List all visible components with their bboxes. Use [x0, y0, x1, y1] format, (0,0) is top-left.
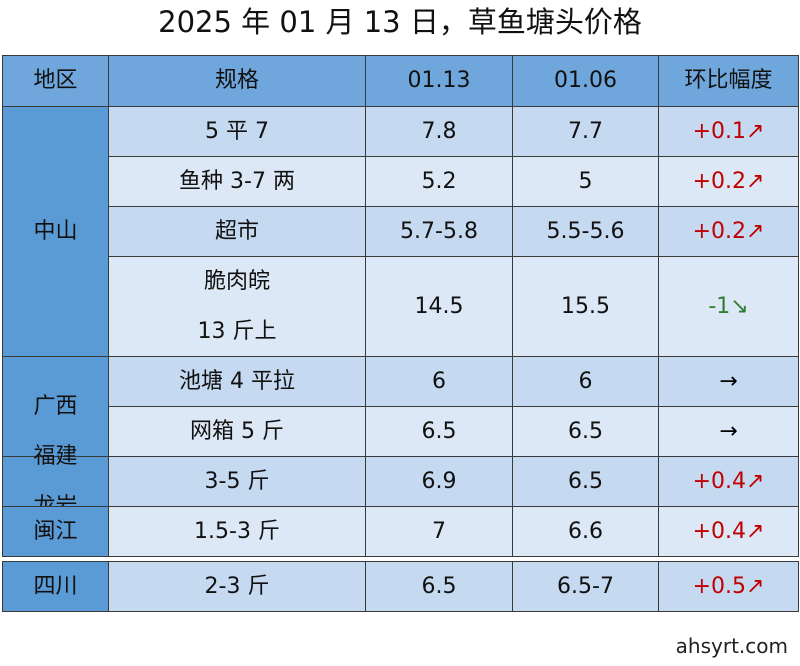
- spec-cell: 3-5 斤: [108, 456, 366, 507]
- price-cell: 6.5: [512, 406, 659, 457]
- cell-text: 6: [578, 368, 593, 394]
- price-cell: 5.7-5.8: [365, 206, 513, 257]
- change-cell: →: [658, 356, 799, 407]
- header-cell: 01.06: [512, 55, 659, 107]
- region-cell: 福建龙岩: [2, 444, 109, 519]
- header-cell: 地区: [2, 55, 109, 107]
- cell-text: 环比幅度: [684, 68, 773, 93]
- spec-cell: 1.5-3 斤: [108, 506, 366, 557]
- cell-text: 5.5-5.6: [546, 218, 625, 244]
- price-cell: 5.2: [365, 156, 513, 207]
- cell-text: →: [719, 368, 738, 394]
- cell-text: 6.5: [421, 418, 457, 444]
- spec-cell: 5 平 7: [108, 106, 366, 157]
- cell-text: 闽江: [33, 518, 78, 544]
- cell-text: -1↘: [708, 293, 749, 319]
- region-cell: 闽江: [2, 506, 109, 557]
- region-cell: 广西: [2, 356, 109, 457]
- change-cell: +0.4↗: [658, 456, 799, 507]
- cell-text: 5.7-5.8: [400, 218, 478, 244]
- cell-text: 01.06: [554, 68, 617, 93]
- price-cell: 6.5-7: [512, 561, 659, 612]
- change-cell: +0.4↗: [658, 506, 799, 557]
- price-cell: 14.5: [365, 256, 513, 357]
- spec-cell: 网箱 5 斤: [108, 406, 366, 457]
- cell-text: +0.4↗: [692, 518, 765, 544]
- header-cell: 环比幅度: [658, 55, 799, 107]
- cell-text: 6.5: [568, 468, 603, 494]
- change-cell: →: [658, 406, 799, 457]
- cell-text: 1.5-3 斤: [194, 518, 280, 544]
- cell-text: 14.5: [414, 293, 464, 319]
- cell-text: 四川: [33, 573, 78, 599]
- cell-text: 7.7: [568, 118, 603, 144]
- cell-text: 15.5: [561, 293, 610, 319]
- change-cell: +0.5↗: [658, 561, 799, 612]
- price-cell: 7.8: [365, 106, 513, 157]
- price-cell: 5.5-5.6: [512, 206, 659, 257]
- watermark: ahsyrt.com: [671, 634, 792, 658]
- price-cell: 6.5: [512, 456, 659, 507]
- cell-text: 6.9: [421, 468, 457, 494]
- cell-text: 广西: [33, 393, 78, 419]
- cell-text: +0.2↗: [692, 218, 765, 244]
- cell-text: 中山: [33, 218, 78, 244]
- region-cell: 四川: [2, 561, 109, 612]
- price-cell: 15.5: [512, 256, 659, 357]
- price-cell: 7: [365, 506, 513, 557]
- cell-text: 网箱 5 斤: [190, 418, 284, 444]
- cell-text: 3-5 斤: [204, 468, 270, 494]
- price-cell: 6: [365, 356, 513, 407]
- cell-text: 6.5: [568, 418, 603, 444]
- cell-text: +0.4↗: [692, 468, 765, 494]
- cell-text: 福建: [33, 443, 78, 469]
- header-cell: 01.13: [365, 55, 513, 107]
- spec-cell: 鱼种 3-7 两: [108, 156, 366, 207]
- spec-cell: 超市: [108, 206, 366, 257]
- cell-text: 6.6: [568, 518, 603, 544]
- cell-text: 5.2: [421, 168, 457, 194]
- cell-text: +0.1↗: [692, 118, 765, 144]
- price-cell: 5: [512, 156, 659, 207]
- cell-text: 6.5-7: [557, 573, 614, 599]
- price-cell: 6.5: [365, 561, 513, 612]
- cell-text: 地区: [33, 68, 78, 93]
- cell-text: 7.8: [421, 118, 457, 144]
- change-cell: +0.2↗: [658, 156, 799, 207]
- cell-text: 7: [432, 518, 446, 544]
- header-cell: 规格: [108, 55, 366, 107]
- price-cell: 6.9: [365, 456, 513, 507]
- cell-text: 脆肉皖: [203, 268, 270, 294]
- cell-text: 2-3 斤: [204, 573, 270, 599]
- price-cell: 7.7: [512, 106, 659, 157]
- cell-text: 5 平 7: [205, 118, 269, 144]
- change-cell: +0.2↗: [658, 206, 799, 257]
- change-cell: -1↘: [658, 256, 799, 357]
- cell-text: +0.5↗: [692, 573, 765, 599]
- spec-cell: 脆肉皖 13 斤上: [108, 256, 366, 357]
- cell-text: 超市: [214, 218, 259, 244]
- cell-text: 01.13: [407, 68, 471, 93]
- cell-text: 6.5: [421, 573, 457, 599]
- title: 2025 年 01 月 13 日，草鱼塘头价格: [158, 5, 642, 39]
- cell-text: 规格: [214, 68, 259, 93]
- cell-text: 6: [432, 368, 446, 394]
- cell-text: →: [719, 418, 738, 444]
- change-cell: +0.1↗: [658, 106, 799, 157]
- cell-text: 池塘 4 平拉: [179, 368, 295, 394]
- price-cell: 6: [512, 356, 659, 407]
- spec-cell: 池塘 4 平拉: [108, 356, 366, 407]
- spec-cell: 2-3 斤: [108, 561, 366, 612]
- region-cell: 中山: [2, 106, 109, 357]
- cell-text: 13 斤上: [197, 318, 277, 344]
- price-cell: 6.5: [365, 406, 513, 457]
- price-cell: 6.6: [512, 506, 659, 557]
- cell-text: 5: [578, 168, 593, 194]
- cell-text: +0.2↗: [692, 168, 765, 194]
- cell-text: 鱼种 3-7 两: [179, 168, 295, 194]
